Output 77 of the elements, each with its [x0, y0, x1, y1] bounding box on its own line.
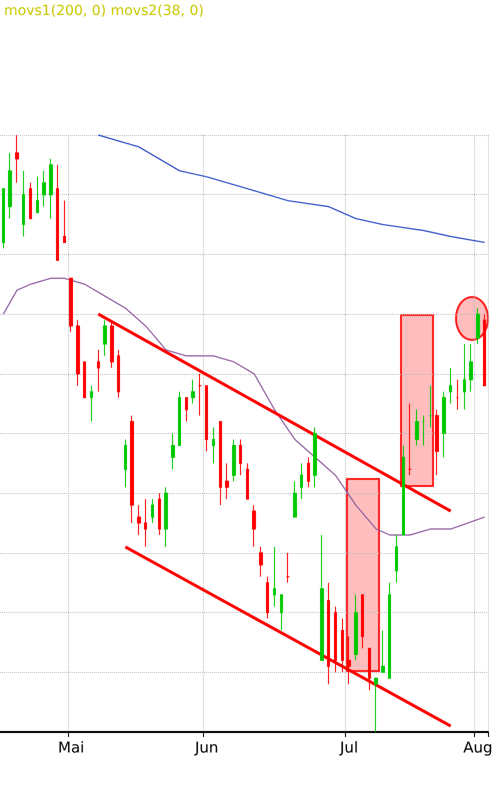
candlestick [97, 349, 100, 392]
candlestick [83, 361, 86, 398]
candlestick [341, 618, 344, 673]
candlestick [307, 456, 310, 488]
candlestick [280, 594, 283, 632]
candlestick [259, 546, 263, 578]
candlestick [15, 134, 19, 184]
candlestick [327, 582, 330, 685]
text: movs1(200, 0) movs2(38, 0) [4, 3, 204, 19]
candlestick [435, 409, 439, 476]
candlestick [205, 385, 208, 452]
candlestick [252, 504, 256, 548]
candlestick [374, 678, 378, 732]
candlestick [368, 648, 371, 691]
candlestick [408, 403, 412, 476]
candlestick [232, 438, 236, 482]
candlestick [286, 552, 290, 584]
candlestick [124, 438, 127, 488]
candlestick [388, 582, 391, 679]
candlestick [442, 391, 446, 458]
candlestick [76, 320, 80, 386]
candlestick [395, 534, 398, 584]
candlestick [313, 427, 317, 488]
candlestick [469, 343, 473, 392]
candlestick [29, 182, 32, 220]
candlestick [130, 415, 134, 524]
candlestick [103, 320, 107, 356]
candlestick [42, 170, 46, 208]
x-tick-label: Jul [339, 738, 358, 756]
candlestick [36, 176, 39, 214]
candlestick [354, 594, 358, 661]
candlestick [49, 158, 53, 220]
candlestick [171, 433, 175, 470]
candlestick [456, 379, 459, 410]
candlestick [164, 486, 168, 548]
candlestick [117, 349, 120, 398]
candlestick [2, 188, 5, 249]
candlestick [185, 397, 188, 422]
candlestick [246, 462, 249, 500]
candlestick [225, 462, 229, 500]
candlestick [198, 373, 202, 416]
candlestick [334, 606, 337, 673]
candlestick [347, 636, 351, 685]
candlestick [476, 308, 480, 344]
candlestick [273, 546, 276, 608]
candlestick [137, 504, 141, 536]
candlestick [219, 421, 222, 506]
candlestick [56, 164, 59, 261]
candlestick [239, 438, 242, 476]
candlestick [300, 462, 303, 500]
candlestick [320, 534, 324, 661]
candlestick [90, 385, 93, 422]
candlestick [63, 200, 66, 243]
candlestick [483, 314, 486, 386]
x-tick-label: Jun [194, 738, 218, 756]
candlestick [22, 170, 25, 237]
candlestick [429, 385, 432, 428]
candlestick [449, 367, 452, 404]
candlestick [158, 492, 161, 536]
candlestick [361, 594, 364, 649]
candlestick [8, 152, 12, 220]
candlestick [144, 498, 147, 548]
candlestick [69, 278, 73, 333]
candlestick [381, 630, 385, 673]
candlestick [293, 480, 297, 518]
candlestick [212, 427, 215, 464]
x-tick-label: Aug [463, 738, 492, 756]
candlestick [266, 576, 269, 620]
x-tick-label: Mai [58, 738, 84, 756]
candlestick [191, 379, 195, 404]
candlestick [422, 415, 425, 446]
candlestick [402, 444, 405, 536]
candlestick [110, 320, 114, 368]
candlestick [415, 409, 419, 446]
candlestick [151, 498, 154, 524]
candlestick [178, 391, 181, 446]
candlestick [463, 343, 466, 410]
